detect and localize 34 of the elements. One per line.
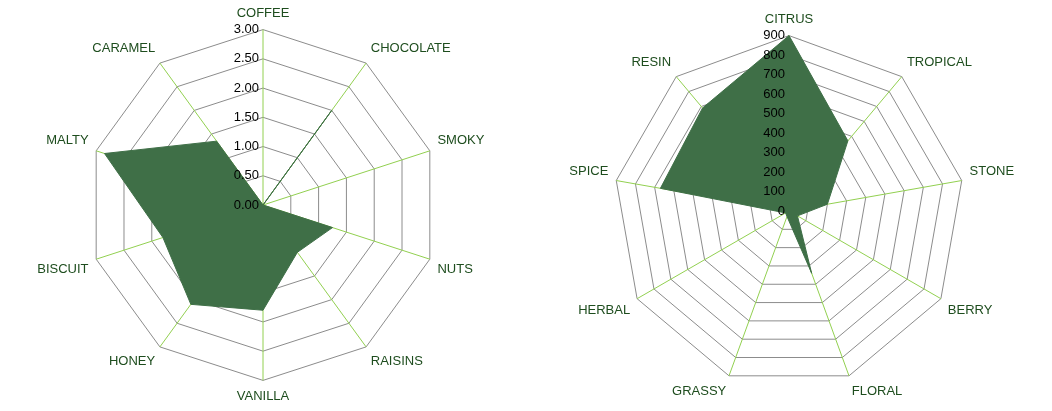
spoke-label: RESIN [631, 54, 672, 70]
y-tick-label: 1.00 [233, 138, 259, 154]
spoke-label: STONE [969, 162, 1015, 178]
y-tick-label: 3.00 [233, 21, 259, 37]
spoke-label: COFFEE [236, 5, 290, 21]
y-tick-label: 800 [763, 46, 785, 62]
spoke-label: SMOKY [437, 132, 485, 148]
spoke-label: NUTS [437, 261, 474, 277]
y-tick-label: 100 [763, 183, 785, 199]
spoke-label: FLORAL [851, 382, 903, 398]
spoke-label: HERBAL [578, 302, 631, 318]
y-tick-label: 2.00 [233, 79, 259, 95]
spoke-label: SPICE [569, 162, 609, 178]
spoke-label: HONEY [108, 352, 156, 368]
spoke-label: CITRUS [764, 11, 814, 27]
spoke-label: CHOCOLATE [370, 40, 452, 56]
spoke-label: GRASSY [672, 382, 727, 398]
spoke-label: BERRY [947, 302, 993, 318]
spoke-label: RAISINS [370, 352, 424, 368]
spoke-label: MALTY [46, 132, 89, 148]
spoke-label: VANILLA [236, 387, 290, 403]
y-tick-label: 2.50 [233, 50, 259, 66]
y-tick-label: 400 [763, 124, 785, 140]
y-tick-label: 300 [763, 144, 785, 160]
y-tick-label: 200 [763, 163, 785, 179]
y-tick-label: 0.00 [233, 196, 259, 212]
y-tick-label: 500 [763, 105, 785, 121]
spoke-label: CARAMEL [92, 40, 156, 56]
y-tick-label: 600 [763, 85, 785, 101]
y-tick-label: 700 [763, 66, 785, 82]
spoke-label: TROPICAL [906, 54, 972, 70]
y-tick-label: 900 [763, 27, 785, 43]
y-tick-label: 1.50 [233, 108, 259, 124]
spoke-label: BISCUIT [37, 261, 89, 277]
